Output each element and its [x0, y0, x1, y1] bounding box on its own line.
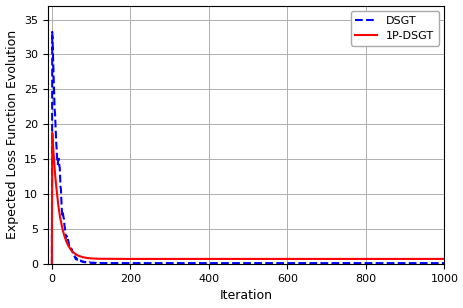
DSGT: [49, 262, 55, 266]
1P-DSGT: [49, 262, 55, 266]
Line: DSGT: DSGT: [52, 32, 444, 264]
1P-DSGT: [50, 131, 55, 135]
X-axis label: Iteration: Iteration: [219, 290, 272, 302]
DSGT: [355, 261, 360, 265]
DSGT: [50, 30, 55, 34]
1P-DSGT: [129, 257, 134, 261]
DSGT: [129, 261, 134, 265]
1P-DSGT: [441, 257, 446, 261]
Y-axis label: Expected Loss Function Evolution: Expected Loss Function Evolution: [6, 30, 19, 239]
DSGT: [73, 257, 79, 261]
1P-DSGT: [369, 257, 375, 261]
1P-DSGT: [355, 257, 360, 261]
DSGT: [422, 261, 427, 265]
DSGT: [396, 261, 401, 265]
1P-DSGT: [396, 257, 401, 261]
1P-DSGT: [422, 257, 427, 261]
DSGT: [369, 261, 375, 265]
Line: 1P-DSGT: 1P-DSGT: [52, 133, 444, 264]
1P-DSGT: [73, 253, 79, 256]
Legend: DSGT, 1P-DSGT: DSGT, 1P-DSGT: [350, 11, 438, 46]
DSGT: [441, 261, 446, 265]
